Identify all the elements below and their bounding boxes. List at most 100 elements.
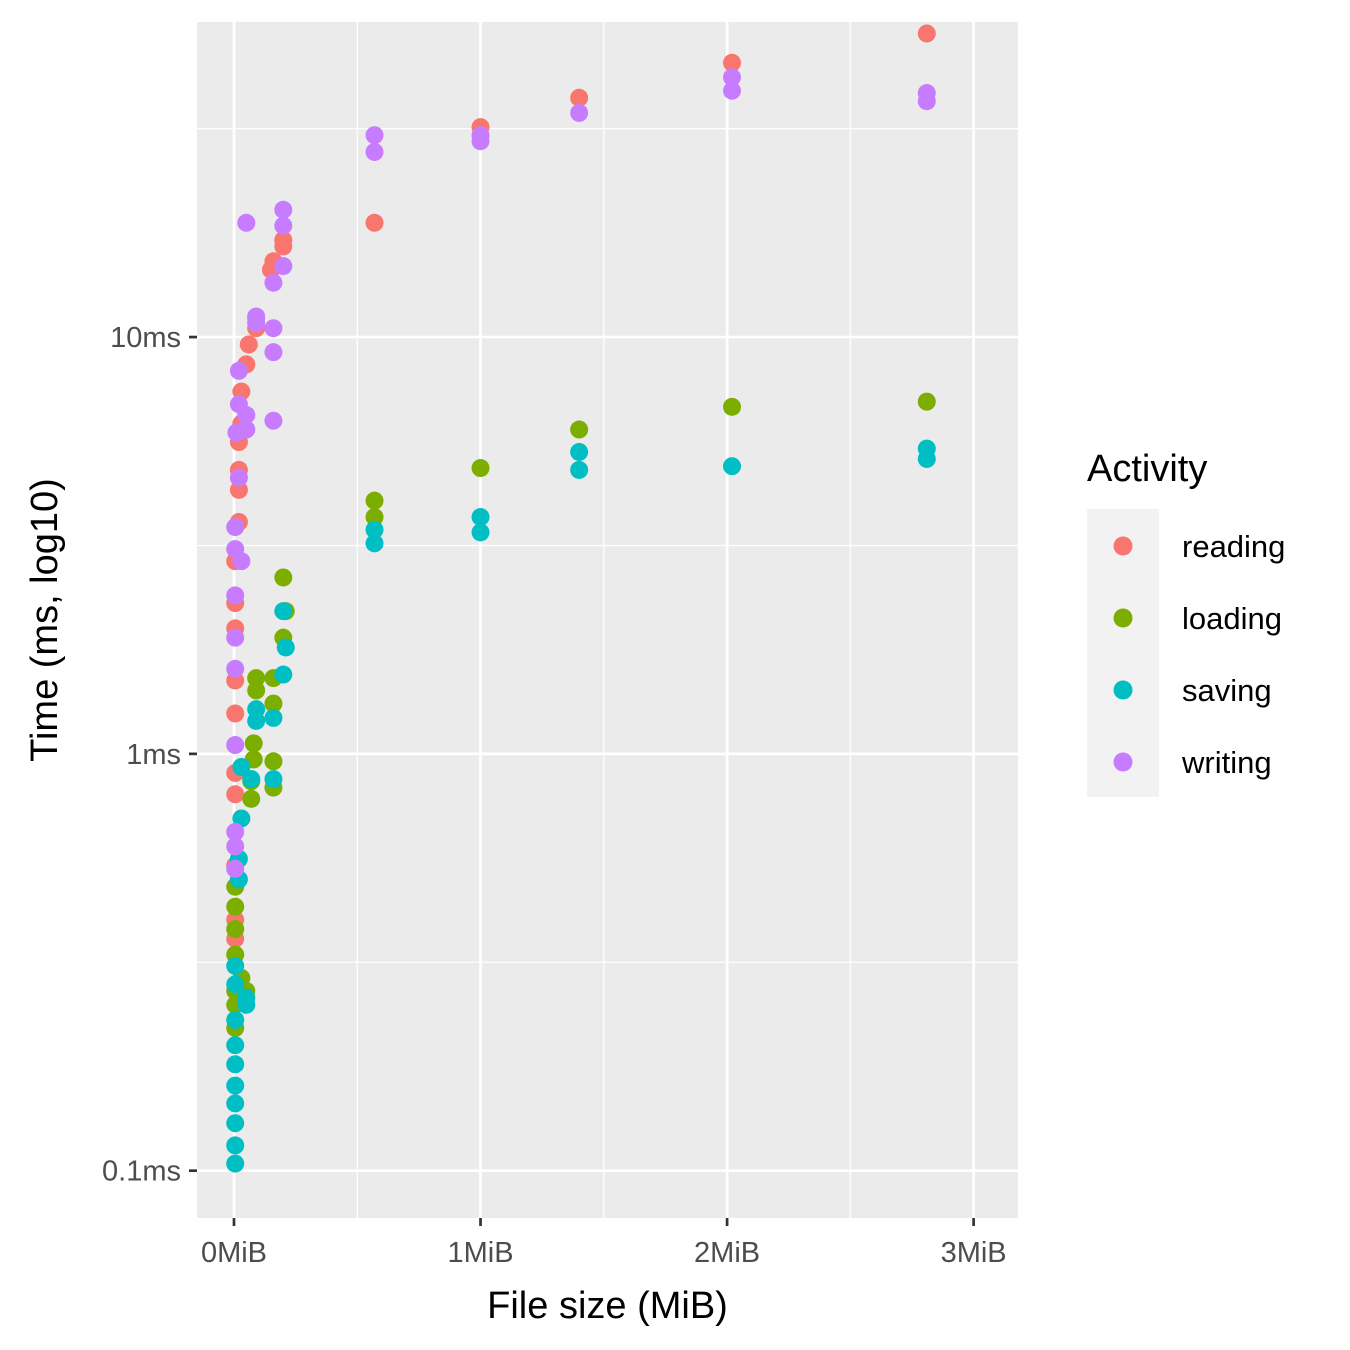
point-writing	[247, 307, 266, 326]
y-tick-label: 0.1ms	[102, 1156, 181, 1188]
point-writing	[264, 411, 283, 430]
point-loading	[226, 897, 245, 916]
point-writing	[226, 859, 245, 878]
point-saving	[237, 995, 256, 1014]
point-loading	[365, 508, 384, 527]
y-tick-label: 1ms	[126, 739, 181, 771]
point-saving	[365, 520, 384, 539]
point-writing	[264, 319, 283, 338]
point-loading	[570, 420, 589, 439]
point-saving	[242, 770, 261, 789]
point-loading	[226, 920, 245, 939]
point-saving	[570, 460, 589, 479]
point-writing	[365, 142, 384, 161]
x-axis-title: File size (MiB)	[487, 1285, 728, 1327]
legend-key-background	[1087, 509, 1159, 797]
point-writing	[274, 257, 293, 276]
point-loading	[244, 734, 263, 753]
point-loading	[247, 669, 266, 688]
point-saving	[226, 1036, 245, 1055]
point-saving	[226, 1094, 245, 1113]
point-writing	[274, 216, 293, 235]
legend-label-saving: saving	[1182, 673, 1272, 708]
point-writing	[274, 200, 293, 219]
x-tick-label: 3MiB	[941, 1237, 1007, 1269]
legend-key-reading	[1113, 536, 1133, 556]
point-loading	[723, 397, 742, 416]
point-writing	[226, 586, 245, 605]
point-saving	[226, 975, 245, 994]
legend-item-saving: saving	[1113, 673, 1272, 708]
x-tick-label: 0MiB	[201, 1237, 267, 1269]
series-writing	[226, 68, 936, 878]
point-saving	[471, 508, 490, 527]
point-loading	[242, 789, 261, 808]
point-reading	[226, 704, 245, 723]
data-points	[226, 24, 936, 1173]
point-saving	[264, 770, 283, 789]
point-writing	[723, 68, 742, 87]
legend-item-loading: loading	[1113, 601, 1282, 636]
x-tick-label: 2MiB	[694, 1237, 760, 1269]
x-axis: 0MiB 1MiB 2MiB 3MiB	[201, 1218, 1007, 1269]
point-loading	[274, 568, 293, 587]
point-writing	[723, 81, 742, 100]
point-writing	[232, 552, 251, 571]
point-writing	[226, 659, 245, 678]
point-saving	[232, 809, 251, 828]
point-loading	[471, 459, 490, 478]
point-writing	[229, 468, 248, 487]
point-writing	[264, 343, 283, 362]
point-reading	[917, 24, 936, 43]
point-saving	[365, 534, 384, 553]
point-reading	[723, 53, 742, 72]
point-writing	[237, 406, 256, 425]
point-loading	[264, 694, 283, 713]
point-writing	[264, 273, 283, 292]
point-saving	[226, 1114, 245, 1133]
legend-item-writing: writing	[1113, 745, 1272, 780]
point-saving	[226, 1055, 245, 1074]
point-saving	[471, 523, 490, 542]
point-reading	[226, 785, 245, 804]
point-reading	[274, 230, 293, 249]
legend-item-reading: reading	[1113, 529, 1285, 564]
point-writing	[365, 126, 384, 145]
point-saving	[226, 1154, 245, 1173]
point-saving	[264, 708, 283, 727]
point-writing	[237, 420, 256, 439]
series-saving	[226, 439, 936, 1173]
point-reading	[570, 88, 589, 107]
point-reading	[365, 213, 384, 232]
point-saving	[247, 700, 266, 719]
point-saving	[274, 665, 293, 684]
point-saving	[226, 1010, 245, 1029]
point-writing	[226, 628, 245, 647]
legend-label-writing: writing	[1181, 745, 1272, 780]
point-saving	[570, 442, 589, 461]
point-saving	[232, 758, 251, 777]
legend-label-loading: loading	[1182, 601, 1282, 636]
point-writing	[226, 822, 245, 841]
point-writing	[229, 361, 248, 380]
point-saving	[274, 602, 293, 621]
y-axis: 0.1ms 1ms 10ms	[102, 322, 197, 1188]
point-saving	[723, 457, 742, 476]
point-saving	[917, 439, 936, 458]
point-loading	[917, 392, 936, 411]
legend-key-saving	[1113, 680, 1133, 700]
plot-panel	[197, 22, 1018, 1218]
legend-key-loading	[1113, 608, 1133, 628]
point-saving	[276, 638, 295, 657]
point-writing	[917, 84, 936, 103]
y-axis-title: Time (ms, log10)	[24, 478, 66, 762]
point-writing	[226, 518, 245, 537]
legend-title: Activity	[1087, 448, 1207, 490]
legend-label-reading: reading	[1182, 529, 1285, 564]
point-loading	[264, 752, 283, 771]
point-writing	[471, 126, 490, 145]
point-writing	[570, 103, 589, 122]
point-writing	[226, 837, 245, 856]
point-saving	[226, 1136, 245, 1155]
